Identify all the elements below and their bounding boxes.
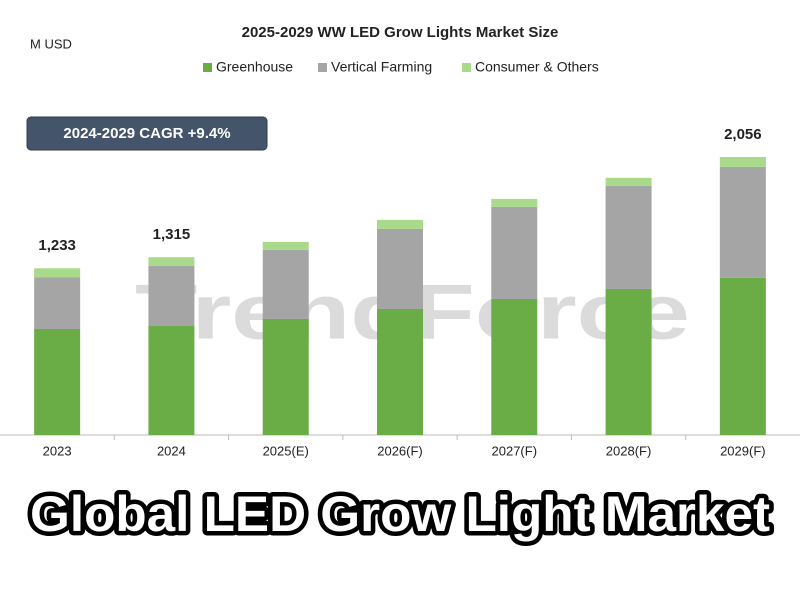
bar-segment <box>605 288 652 435</box>
bar-segment <box>491 298 538 435</box>
bar-segment <box>34 328 81 435</box>
x-tick-label: 2029(F) <box>720 443 766 458</box>
bar-segment <box>34 277 81 329</box>
legend-label: Vertical Farming <box>331 59 432 75</box>
bar-segment <box>262 249 309 319</box>
x-tick-label: 2023 <box>43 443 72 458</box>
total-label: 1,233 <box>38 237 76 254</box>
x-tick-label: 2026(F) <box>377 443 423 458</box>
bar-segment <box>719 277 766 435</box>
legend-swatch <box>318 63 327 72</box>
x-tick-label: 2027(F) <box>492 443 538 458</box>
legend-label: Consumer & Others <box>475 59 599 75</box>
x-tick-label: 2028(F) <box>606 443 652 458</box>
caption: Global LED Grow Light Market <box>30 486 770 542</box>
legend-label: Greenhouse <box>216 59 293 75</box>
x-tick-label: 2024 <box>157 443 186 458</box>
unit-label: M USD <box>30 36 72 51</box>
legend-swatch <box>203 63 212 72</box>
bar-segment <box>377 219 423 229</box>
total-label: 1,315 <box>153 226 191 243</box>
bar-segment <box>148 257 195 266</box>
bar-segment <box>719 157 766 167</box>
x-tick-label: 2025(E) <box>263 443 309 458</box>
bar-segment <box>148 265 195 327</box>
bar-segment <box>605 185 652 289</box>
total-label: 2,056 <box>724 126 762 143</box>
bar-segment <box>148 326 195 435</box>
bar-segment <box>491 206 538 299</box>
annotation-box <box>26 116 268 151</box>
bar-segment <box>377 308 423 435</box>
bar-segment <box>491 198 538 207</box>
chart-title: 2025-2029 WW LED Grow Lights Market Size <box>242 24 559 41</box>
bar-segment <box>262 241 309 250</box>
bar-segment <box>719 166 766 278</box>
legend-swatch <box>462 63 471 72</box>
bar-segment <box>34 268 81 278</box>
bar-segment <box>605 177 652 186</box>
bar-segment <box>377 228 423 309</box>
bar-segment <box>262 318 309 435</box>
annotation: 2024-2029 CAGR +9.4% <box>63 125 230 142</box>
